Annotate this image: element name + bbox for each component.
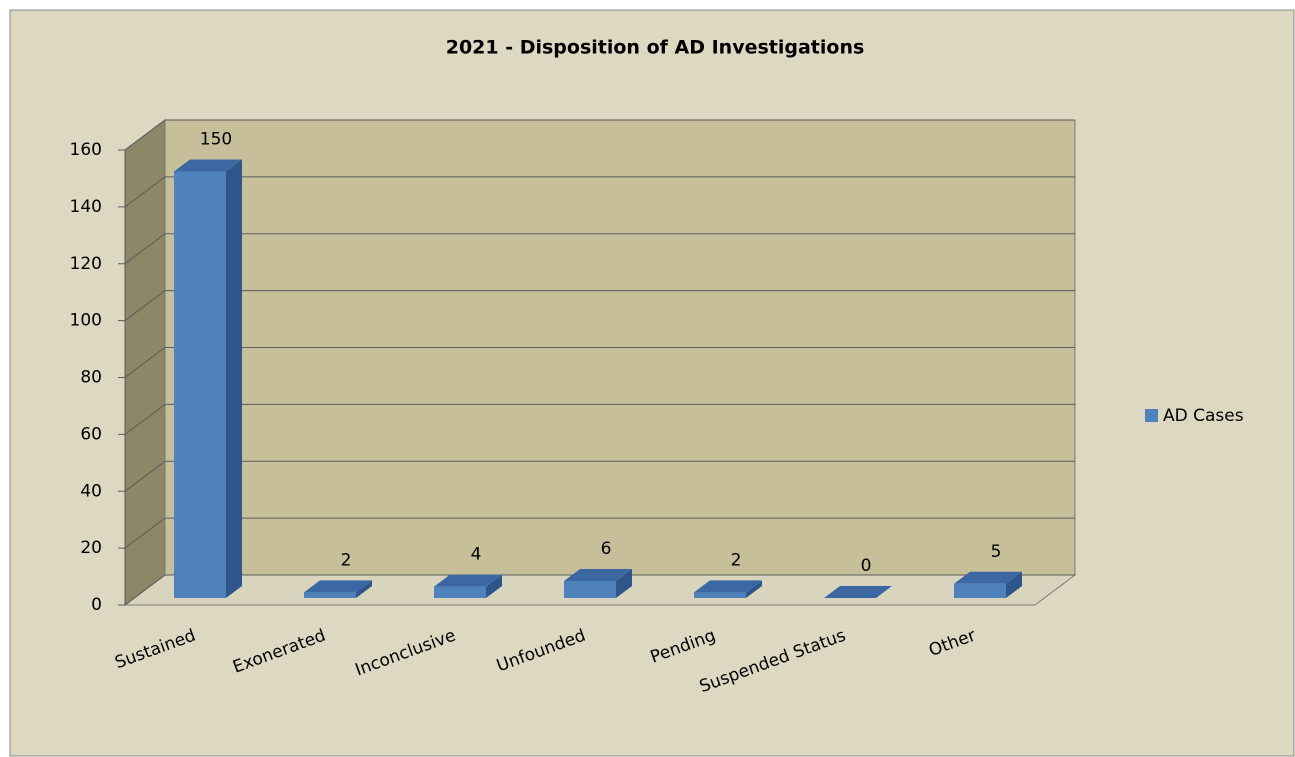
- grid-line: [124, 347, 166, 378]
- chart-title: 2021 - Disposition of AD Investigations: [446, 37, 865, 59]
- bar-front: [694, 592, 746, 598]
- bar-side: [226, 159, 242, 598]
- bar-front: [564, 580, 616, 598]
- grid-line: [124, 233, 166, 265]
- bar-front: [304, 592, 356, 598]
- y-tick-label: 80: [80, 368, 102, 388]
- data-label: 2: [731, 550, 742, 570]
- grid-line: [124, 119, 166, 151]
- y-tick-label: 160: [70, 140, 102, 160]
- data-label: 5: [991, 542, 1002, 562]
- data-label: 6: [601, 539, 612, 559]
- y-tick-label: 100: [70, 311, 102, 331]
- bar-top: [954, 571, 1022, 584]
- y-tick-label: 120: [70, 254, 102, 274]
- grid-line: [124, 517, 166, 549]
- legend-label: AD Cases: [1163, 406, 1244, 426]
- grid-line: [124, 460, 166, 492]
- bar-top: [564, 568, 632, 581]
- bar-side: [616, 568, 632, 598]
- legend-swatch: [1145, 409, 1158, 422]
- y-tick-label: 40: [80, 481, 102, 501]
- bar-front: [174, 171, 226, 598]
- bar-side: [1006, 571, 1022, 598]
- bar-top: [824, 586, 892, 598]
- grid-line: [124, 403, 166, 435]
- data-label: 150: [200, 129, 232, 149]
- grid-line: [124, 290, 166, 322]
- grid-line: [124, 176, 166, 208]
- bar-front: [954, 583, 1006, 598]
- data-label: 2: [341, 550, 352, 570]
- y-tick-label: 0: [91, 595, 102, 615]
- bar-side: [356, 580, 372, 598]
- bar-front: [434, 586, 486, 598]
- grid-line: [124, 574, 166, 606]
- bar-top: [174, 159, 242, 172]
- y-tick-label: 60: [80, 424, 102, 444]
- data-label: 4: [471, 545, 482, 565]
- bar-side: [746, 580, 762, 598]
- data-label: 0: [861, 556, 872, 576]
- bar-top: [434, 574, 502, 587]
- y-tick-label: 140: [70, 197, 102, 217]
- bar-top: [694, 580, 762, 593]
- y-tick-label: 20: [80, 538, 102, 558]
- bar-side: [486, 574, 502, 598]
- bar-top: [304, 580, 372, 593]
